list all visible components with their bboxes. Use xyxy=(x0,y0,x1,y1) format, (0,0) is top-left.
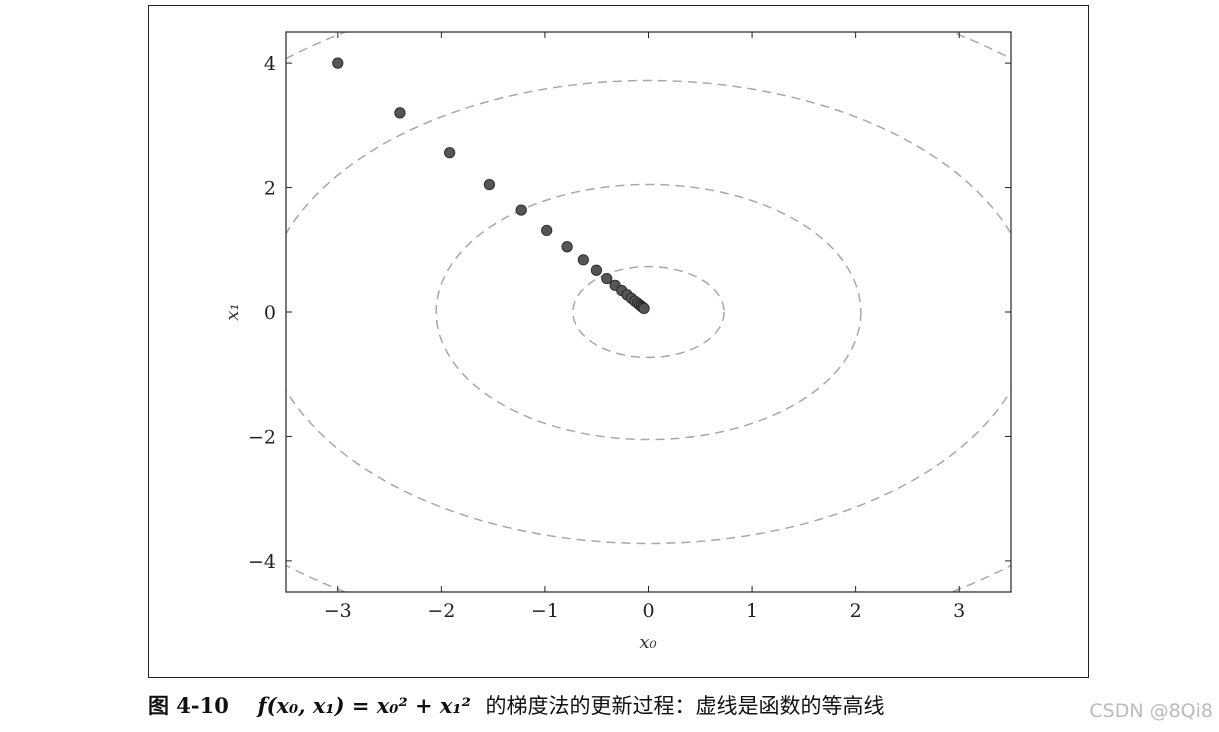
data-point xyxy=(394,107,406,119)
x-tick-label: −1 xyxy=(531,600,559,622)
data-point xyxy=(590,264,603,276)
data-point xyxy=(483,178,496,191)
y-tick-label: −2 xyxy=(248,426,276,448)
watermark: CSDN @8Qi8 xyxy=(1089,700,1213,722)
tick-layer: −3 −2 −1 0 1 2 3 −4 −2 0 2 4 xyxy=(248,32,1011,622)
contour-line-0 xyxy=(572,265,725,359)
x-tick-label: −3 xyxy=(324,600,352,622)
data-point xyxy=(638,302,650,314)
y-tick-label: −4 xyxy=(248,551,276,573)
contour-line-2 xyxy=(286,79,1011,545)
y-tick-label: 2 xyxy=(264,178,276,200)
data-point xyxy=(577,254,589,266)
data-point xyxy=(601,272,613,285)
caption-formula: f(x₀, x₁) = x₀² + x₁² xyxy=(257,693,471,718)
x-tick-label: 2 xyxy=(850,600,862,622)
figure-frame xyxy=(148,5,1089,678)
contour-layer xyxy=(286,32,1011,592)
x-tick-label: 1 xyxy=(746,600,758,622)
y-tick-label: 0 xyxy=(264,302,276,324)
y-tick-label: 4 xyxy=(264,53,276,75)
figure-number: 图 4-10 xyxy=(148,693,229,718)
figure-caption: 图 4-10 f(x₀, x₁) = x₀² + x₁² 的梯度法的更新过程：虚… xyxy=(148,690,884,720)
point-layer xyxy=(332,57,650,314)
x-tick-label: 0 xyxy=(642,600,654,622)
contour-line-3 xyxy=(286,32,1011,592)
x-axis-label: x₀ xyxy=(639,632,656,653)
plot-area xyxy=(285,31,1012,593)
x-tick-label: −2 xyxy=(427,600,455,622)
data-point xyxy=(561,241,573,253)
data-point xyxy=(515,204,527,216)
x-tick-label: 3 xyxy=(953,600,965,622)
caption-text: 的梯度法的更新过程：虚线是函数的等高线 xyxy=(485,694,885,718)
y-axis-label: x₁ xyxy=(222,303,243,320)
data-point xyxy=(444,147,456,159)
data-point xyxy=(541,224,553,237)
data-point xyxy=(332,57,344,69)
contour-line-1 xyxy=(435,183,862,441)
